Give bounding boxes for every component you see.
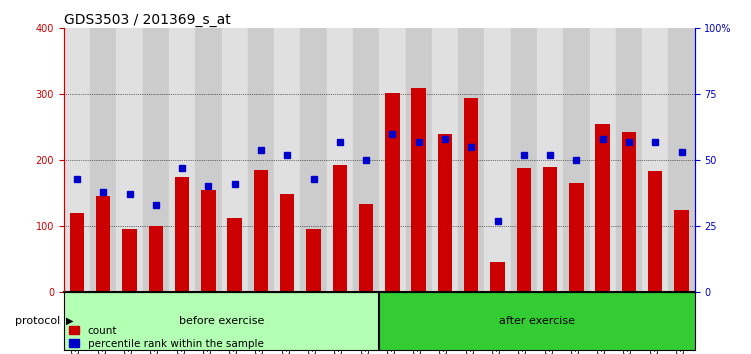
Bar — [327, 28, 353, 292]
Bar — [563, 28, 590, 292]
Bar — [543, 167, 557, 292]
Bar — [648, 171, 662, 292]
Bar — [254, 170, 268, 292]
Bar — [674, 210, 689, 292]
Bar — [379, 28, 406, 292]
Bar — [64, 292, 379, 350]
Bar — [274, 28, 300, 292]
Bar — [175, 177, 189, 292]
Bar — [438, 134, 452, 292]
Text: ▶: ▶ — [66, 316, 74, 326]
Bar — [590, 28, 616, 292]
Bar — [306, 229, 321, 292]
Legend: count, percentile rank within the sample: count, percentile rank within the sample — [69, 326, 264, 349]
Bar — [201, 190, 216, 292]
Bar — [484, 28, 511, 292]
Bar — [596, 124, 610, 292]
Bar — [464, 97, 478, 292]
Bar — [642, 28, 668, 292]
Bar — [537, 28, 563, 292]
Bar — [511, 28, 537, 292]
Text: before exercise: before exercise — [179, 316, 264, 326]
Bar — [149, 226, 163, 292]
Bar — [280, 194, 294, 292]
Text: protocol: protocol — [15, 316, 60, 326]
Text: after exercise: after exercise — [499, 316, 575, 326]
Bar — [616, 28, 642, 292]
Bar — [490, 262, 505, 292]
Bar — [412, 88, 426, 292]
Bar — [622, 132, 636, 292]
Bar — [70, 213, 84, 292]
Bar — [379, 292, 695, 350]
Bar — [353, 28, 379, 292]
Bar — [517, 168, 531, 292]
Bar — [143, 28, 169, 292]
Bar — [458, 28, 484, 292]
Bar — [195, 28, 222, 292]
Bar — [248, 28, 274, 292]
Bar — [406, 28, 432, 292]
Bar — [90, 28, 116, 292]
Text: GDS3503 / 201369_s_at: GDS3503 / 201369_s_at — [64, 13, 231, 27]
Bar — [222, 28, 248, 292]
Bar — [333, 165, 347, 292]
Bar — [359, 204, 373, 292]
Bar — [64, 28, 90, 292]
Bar — [668, 28, 695, 292]
Bar — [122, 229, 137, 292]
Bar — [300, 28, 327, 292]
Bar — [96, 196, 110, 292]
Bar — [569, 183, 584, 292]
Bar — [385, 93, 400, 292]
Bar — [432, 28, 458, 292]
Bar — [116, 28, 143, 292]
Bar — [169, 28, 195, 292]
Bar — [228, 218, 242, 292]
